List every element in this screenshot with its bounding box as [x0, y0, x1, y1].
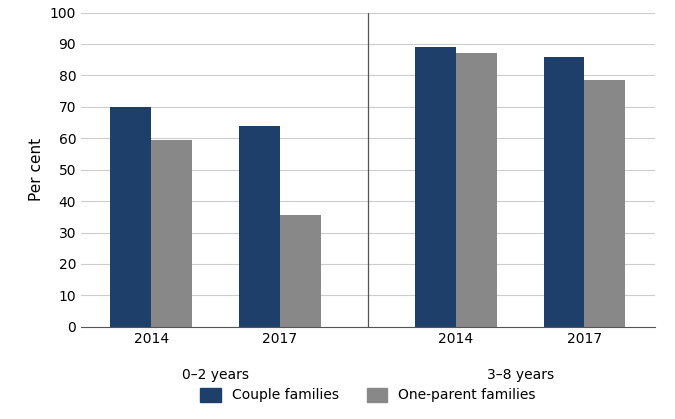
- Bar: [456, 54, 497, 327]
- Legend: Couple families, One-parent families: Couple families, One-parent families: [194, 382, 541, 408]
- Bar: [110, 107, 151, 327]
- Bar: [585, 80, 626, 327]
- Bar: [280, 215, 321, 327]
- Bar: [239, 126, 280, 327]
- Text: 0–2 years: 0–2 years: [182, 368, 249, 383]
- Bar: [543, 57, 585, 327]
- Text: 3–8 years: 3–8 years: [487, 368, 554, 383]
- Bar: [151, 140, 192, 327]
- Bar: [414, 47, 456, 327]
- Y-axis label: Per cent: Per cent: [29, 138, 44, 201]
